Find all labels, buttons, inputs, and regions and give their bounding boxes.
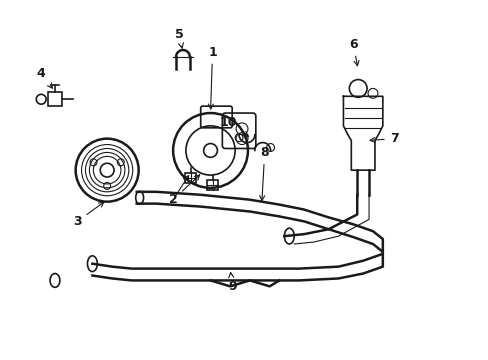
Bar: [185, 172, 196, 184]
Text: 7: 7: [369, 132, 398, 145]
Bar: [206, 180, 218, 190]
Text: 3: 3: [73, 202, 103, 228]
Text: 10: 10: [219, 116, 248, 136]
Text: 4: 4: [37, 67, 52, 88]
Text: 6: 6: [348, 38, 358, 66]
Bar: [48, 93, 62, 106]
Text: 1: 1: [208, 45, 217, 109]
Text: 5: 5: [174, 28, 183, 48]
Text: 2: 2: [168, 175, 199, 206]
Text: 8: 8: [259, 146, 268, 201]
Text: 9: 9: [227, 273, 236, 293]
